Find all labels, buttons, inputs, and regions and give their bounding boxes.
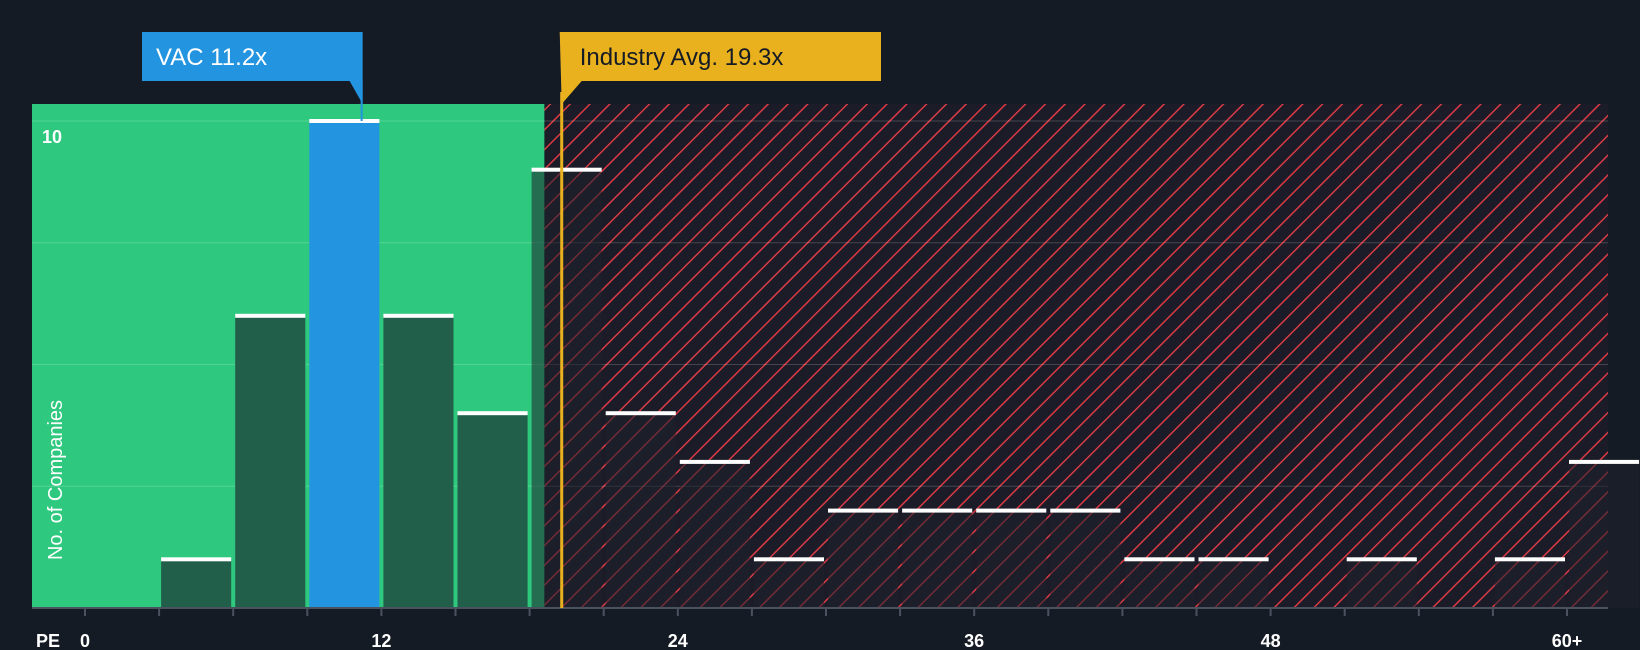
bar: [605, 413, 676, 608]
bar-cap: [1124, 557, 1195, 562]
bar: [531, 169, 602, 608]
x-tick-label: 0: [80, 631, 90, 650]
company-callout: VAC 11.2x: [142, 32, 363, 121]
bar: [457, 413, 528, 608]
bar-cap: [383, 313, 454, 318]
x-tick-label: 12: [371, 631, 391, 650]
bar: [1569, 461, 1640, 608]
bar: [1346, 559, 1417, 608]
bar: [679, 461, 750, 608]
bar: [1050, 510, 1121, 608]
bar-company: [309, 121, 380, 608]
bar: [1124, 559, 1195, 608]
bar-cap: [161, 557, 232, 562]
industry-avg-callout-box: [559, 32, 881, 104]
company-callout-box: [142, 32, 363, 104]
bar-cap: [828, 508, 899, 513]
bar-cap: [1494, 557, 1565, 562]
bar: [1494, 559, 1565, 608]
x-tick-label: 24: [668, 631, 688, 650]
bar-cap: [309, 119, 380, 123]
bar: [976, 510, 1047, 608]
bar-cap: [753, 557, 824, 562]
bar: [235, 315, 306, 608]
bar: [383, 315, 454, 608]
x-tick-label: 36: [964, 631, 984, 650]
bar: [828, 510, 899, 608]
bar-cap: [902, 508, 973, 513]
industry-avg-callout: Industry Avg. 19.3x: [559, 32, 881, 104]
y-axis-label: No. of Companies: [45, 400, 67, 560]
bar: [1198, 559, 1269, 608]
bar-cap: [679, 459, 750, 464]
bar: [902, 510, 973, 608]
industry-avg-label: Industry Avg. 19.3x: [580, 44, 784, 71]
bar-cap: [1050, 508, 1121, 513]
x-axis-label: PE: [36, 631, 60, 650]
bar-cap: [235, 313, 306, 318]
bar-cap: [531, 167, 602, 172]
x-tick-label: 48: [1261, 631, 1281, 650]
bar-cap: [976, 508, 1047, 513]
bar-cap: [1569, 459, 1640, 464]
bar-cap: [1198, 557, 1269, 562]
company-label: VAC 11.2x: [156, 44, 267, 71]
x-tick-label: 60+: [1552, 631, 1583, 650]
bar: [161, 559, 232, 608]
bar-cap: [1346, 557, 1417, 562]
y-tick-label: 10: [42, 127, 62, 147]
bar-cap: [457, 411, 528, 416]
bar-cap: [605, 411, 676, 416]
bar: [753, 559, 824, 608]
